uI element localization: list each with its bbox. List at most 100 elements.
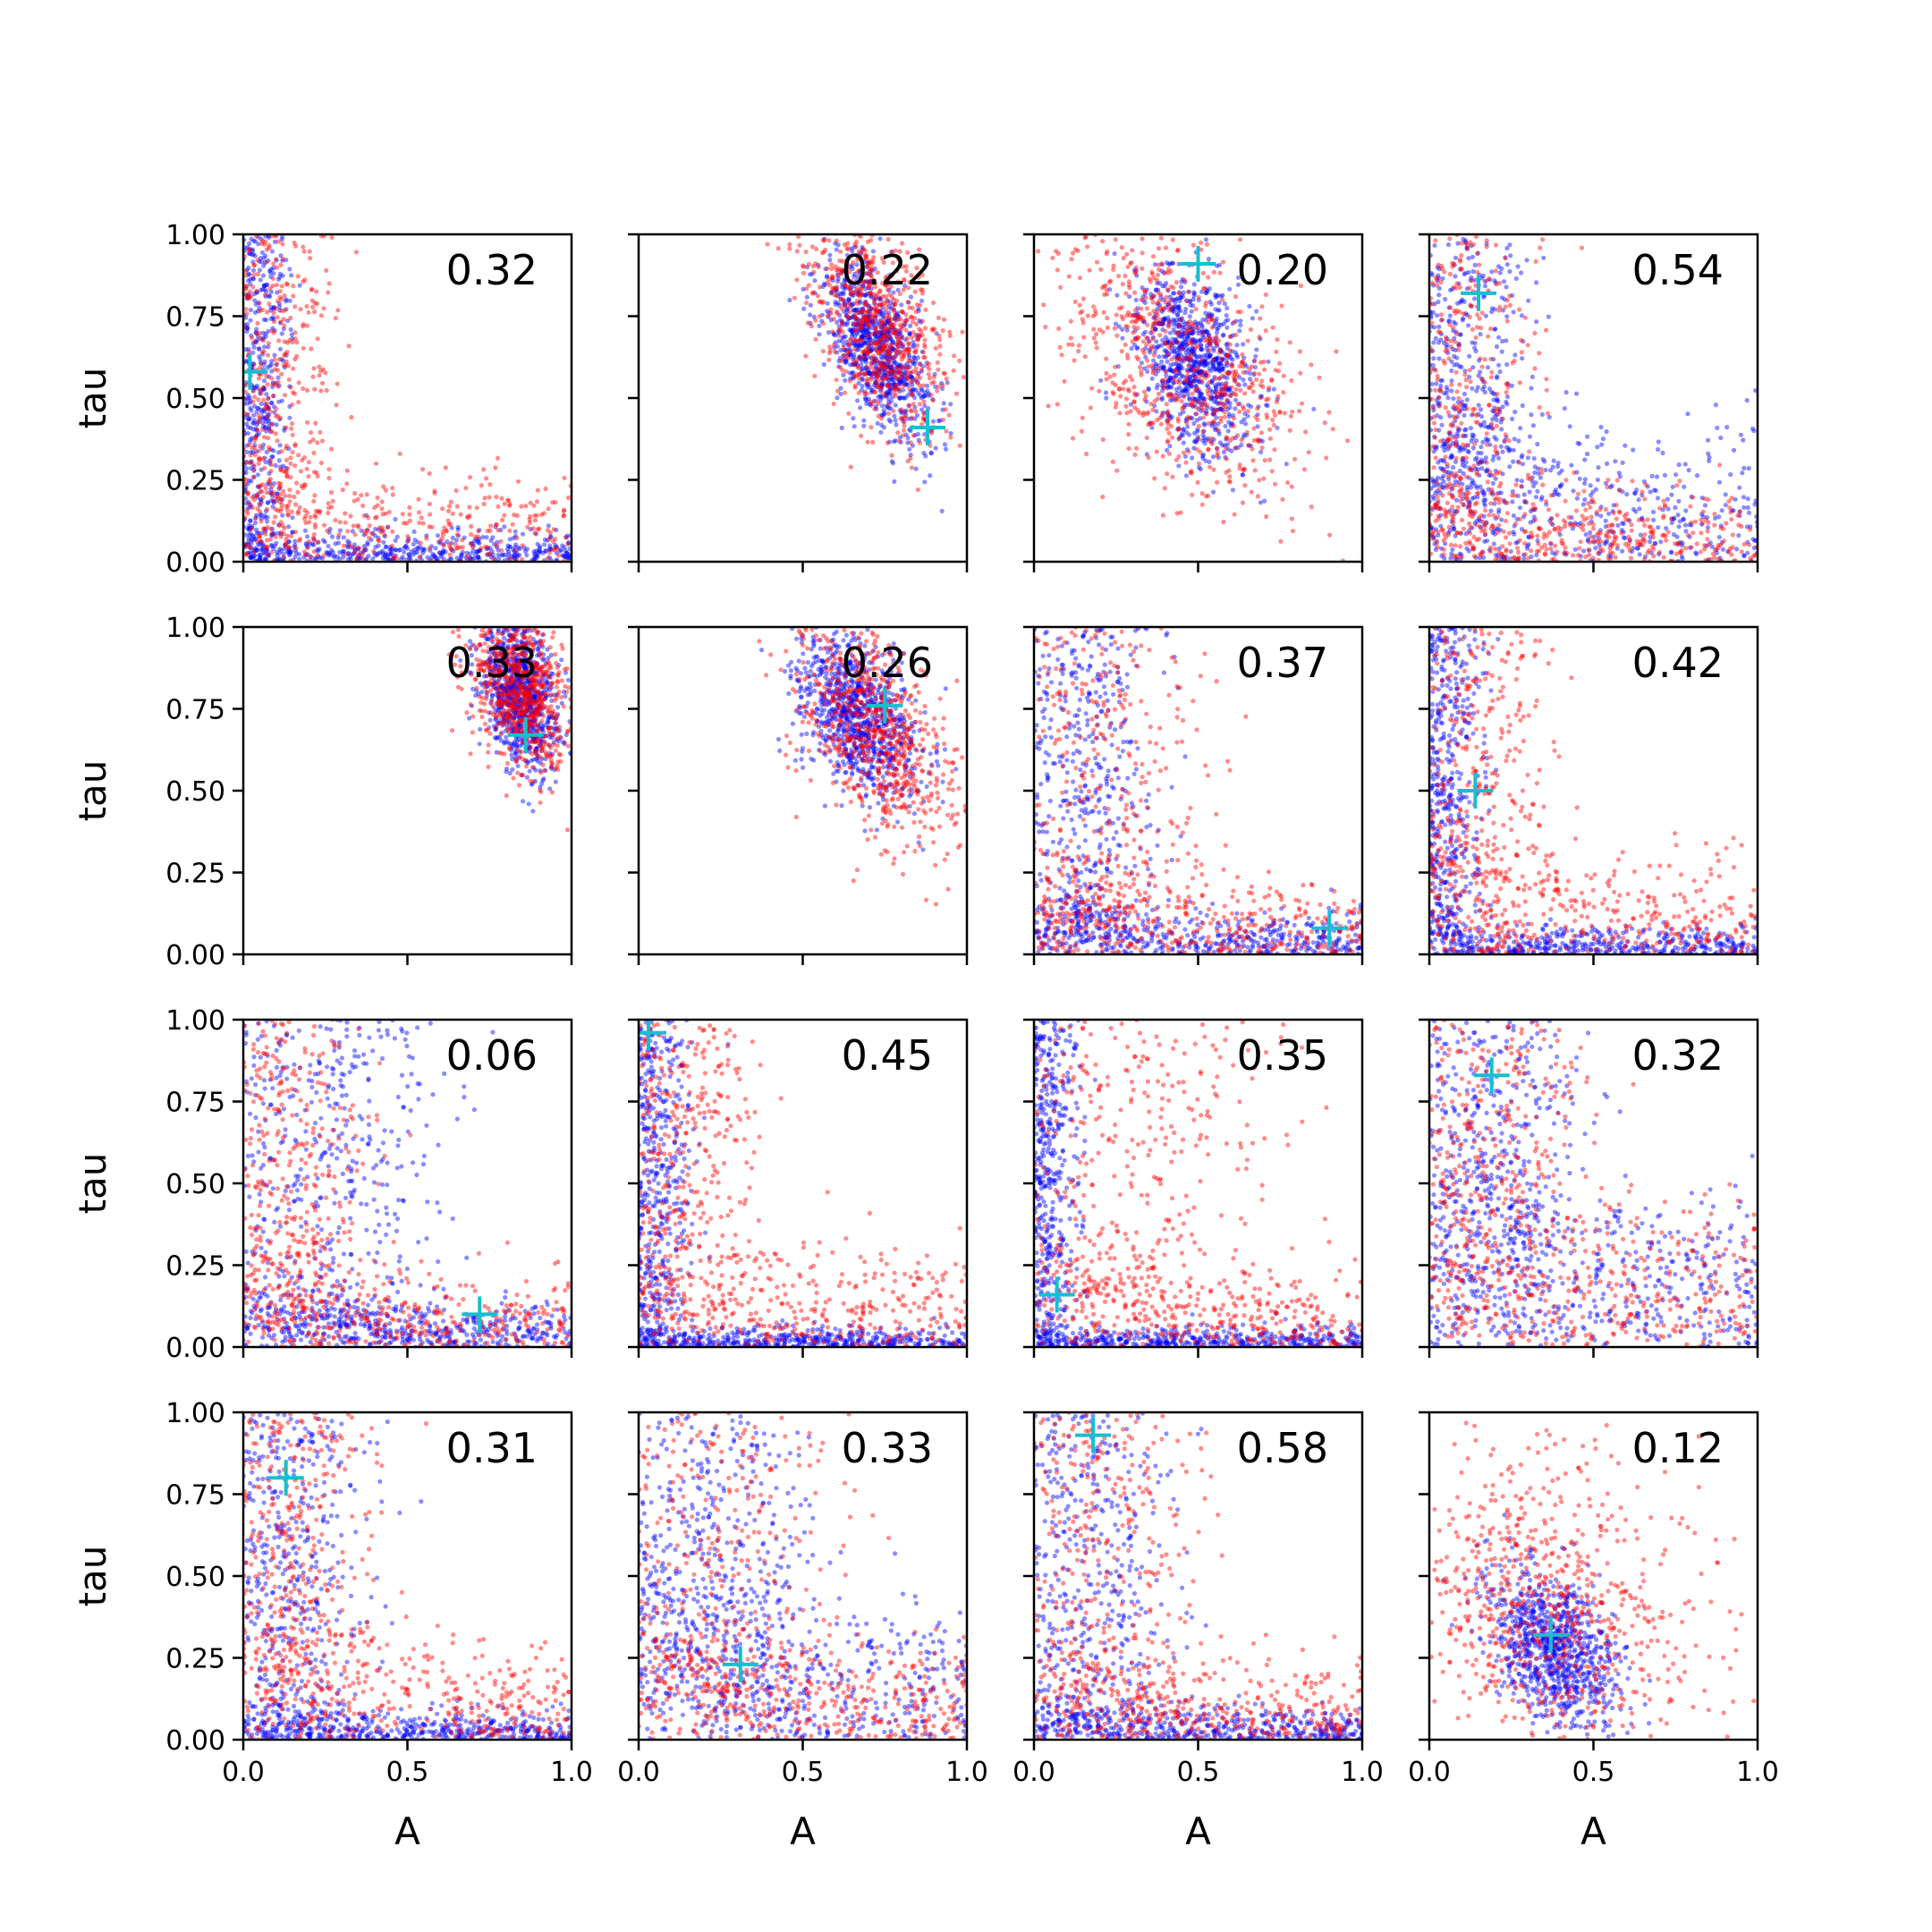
y-tick-label: 1.00 [165,220,225,251]
red-point [866,349,871,354]
blue-point [918,393,923,398]
blue-point [268,447,274,453]
red-point [1203,300,1208,306]
red-point [267,427,272,432]
red-point [853,316,859,321]
blue-point [885,320,890,326]
red-point [1240,500,1246,505]
blue-point [848,352,854,358]
red-point [902,320,907,326]
red-point [277,289,283,294]
blue-point [248,251,253,257]
red-point [1121,255,1126,261]
blue-point [871,360,877,366]
blue-point [1229,361,1234,367]
red-point [244,490,250,496]
blue-point [1195,427,1200,432]
red-point [344,468,350,473]
red-point [787,242,792,247]
blue-point [879,375,885,380]
blue-point [836,359,842,364]
blue-point [263,419,268,425]
blue-point [860,273,866,278]
red-point [275,438,280,444]
blue-point [867,335,873,340]
blue-point [821,361,826,368]
red-point [1234,433,1240,438]
blue-point [1195,428,1200,434]
red-point [565,541,571,547]
blue-point [262,283,267,289]
blue-point [1193,360,1199,365]
blue-point [838,386,843,391]
red-point [300,457,305,463]
blue-point [885,336,890,342]
red-point [446,521,452,527]
blue-point [850,331,855,336]
red-point [419,515,424,521]
red-point [1206,493,1211,498]
blue-point [244,326,250,331]
red-point [252,340,258,345]
blue-point [513,552,518,557]
blue-point [1207,353,1213,359]
red-point [381,484,386,489]
red-point [1166,324,1172,329]
blue-point [865,279,870,284]
blue-point [859,335,864,341]
red-point [562,475,567,481]
red-point [869,273,874,278]
blue-point [1210,489,1216,495]
blue-point [852,361,858,367]
blue-point [1204,352,1209,358]
blue-point [1192,359,1198,364]
red-point [881,259,886,265]
blue-point [1189,349,1194,354]
blue-point [859,359,865,364]
red-point [1191,242,1196,248]
blue-point [1182,404,1187,410]
blue-point [1187,362,1192,368]
blue-point [878,354,884,360]
blue-point [1200,317,1206,322]
blue-point [907,332,912,337]
blue-point [1218,322,1224,327]
red-point [906,341,911,346]
blue-point [1255,424,1260,429]
blue-point [1193,388,1199,394]
blue-point [1185,377,1191,383]
blue-point [391,555,396,561]
blue-point [852,354,857,360]
blue-point [1180,341,1185,346]
red-point [1167,298,1173,303]
blue-point [260,387,266,393]
blue-point [258,388,263,394]
red-point [1076,343,1081,348]
red-point [884,307,889,312]
red-point [892,301,897,307]
blue-point [272,328,277,334]
red-point [858,286,864,292]
red-point [1178,510,1183,515]
blue-point [1159,343,1165,348]
red-point [289,509,294,514]
red-point [553,500,558,505]
blue-point [878,308,884,313]
red-point [839,319,844,325]
blue-point [276,399,282,404]
red-point [304,466,309,471]
blue-point [283,543,288,548]
blue-point [908,323,913,328]
blue-point [266,258,271,263]
red-point [263,545,269,551]
blue-point [258,530,265,536]
red-point [258,483,263,488]
red-point [857,267,862,273]
blue-point [1466,323,1471,328]
red-point [1166,430,1172,436]
red-point [360,556,366,562]
red-point [902,352,907,358]
blue-point [891,360,897,366]
blue-point [247,247,252,252]
blue-point [262,551,267,556]
